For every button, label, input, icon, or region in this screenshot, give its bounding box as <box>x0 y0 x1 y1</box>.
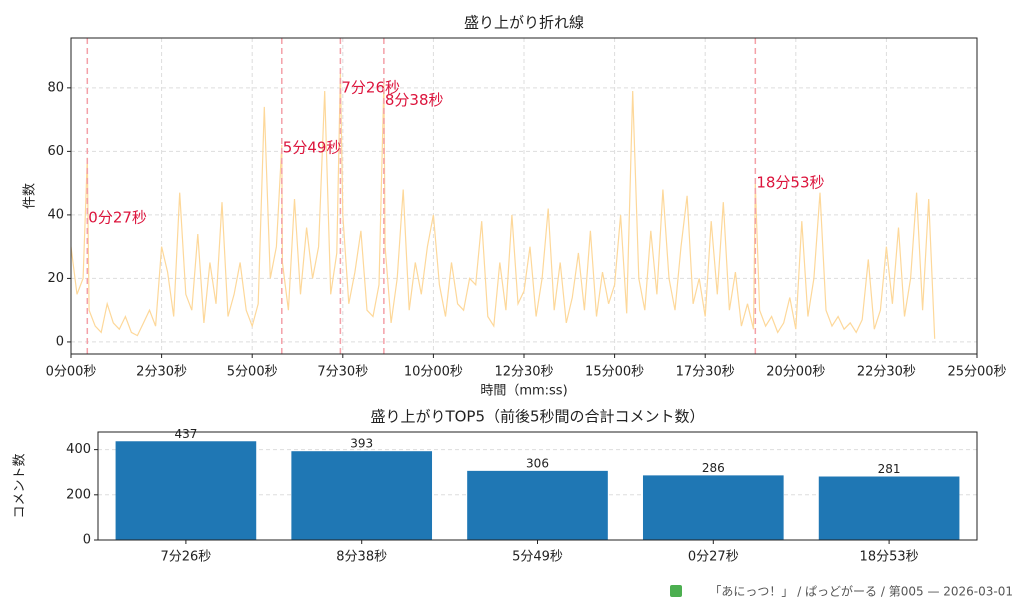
annotation: 5分49秒 <box>283 139 342 157</box>
y-tick-label: 40 <box>47 207 64 222</box>
bar <box>291 451 433 540</box>
y-tick-label: 0 <box>56 334 64 349</box>
value-label: 281 <box>878 462 901 476</box>
data-line <box>70 71 936 339</box>
bar <box>467 470 608 540</box>
x-tick-label: 5分49秒 <box>512 550 563 565</box>
x-tick-label: 25分00秒 <box>947 365 1006 380</box>
value-label: 437 <box>174 427 197 441</box>
footer-icon <box>670 585 682 597</box>
annotation: 18分53秒 <box>756 174 824 192</box>
y-tick-label: 20 <box>47 271 64 286</box>
value-label: 286 <box>702 461 725 475</box>
value-label: 393 <box>350 437 373 451</box>
plot-frame <box>70 37 978 355</box>
value-label: 306 <box>526 456 549 470</box>
x-tick-label: 0分00秒 <box>46 365 97 380</box>
bar <box>642 475 784 540</box>
x-tick-label: 7分26秒 <box>160 550 211 565</box>
annotation: 7分26秒 <box>341 78 400 96</box>
x-tick-label: 5分00秒 <box>227 365 278 380</box>
y-tick-label: 200 <box>66 487 91 502</box>
y-axis-label: コメント数 <box>13 453 28 518</box>
x-axis-label: 時間（mm:ss) <box>480 384 567 399</box>
x-tick-label: 8分38秒 <box>336 550 387 565</box>
x-tick-label: 0分27秒 <box>688 550 739 565</box>
bar <box>818 476 960 540</box>
x-tick-label: 18分53秒 <box>860 550 919 565</box>
annotation: 8分38秒 <box>385 91 444 109</box>
chart-title: 盛り上がりTOP5（前後5秒間の合計コメント数） <box>370 408 704 426</box>
y-tick-label: 0 <box>83 533 91 548</box>
plot-frame <box>97 431 978 541</box>
x-tick-label: 17分30秒 <box>676 365 735 380</box>
x-tick-label: 7分30秒 <box>317 365 368 380</box>
x-tick-label: 20分00秒 <box>766 365 825 380</box>
x-tick-label: 12分30秒 <box>494 365 553 380</box>
x-tick-label: 10分00秒 <box>404 365 463 380</box>
x-tick-label: 15分00秒 <box>585 365 644 380</box>
x-tick-label: 2分30秒 <box>136 365 187 380</box>
bar <box>115 441 257 540</box>
y-tick-label: 60 <box>47 144 64 159</box>
y-tick-label: 80 <box>47 80 64 95</box>
x-tick-label: 22分30秒 <box>857 365 916 380</box>
y-axis-label: 件数 <box>23 183 38 209</box>
y-tick-label: 400 <box>66 442 91 457</box>
footer: 「あにっつ！」 / ぱっどがーる / 第005 — 2026-03-01 <box>709 584 1013 599</box>
annotation: 0分27秒 <box>88 209 147 227</box>
chart-title: 盛り上がり折れ線 <box>464 14 584 32</box>
